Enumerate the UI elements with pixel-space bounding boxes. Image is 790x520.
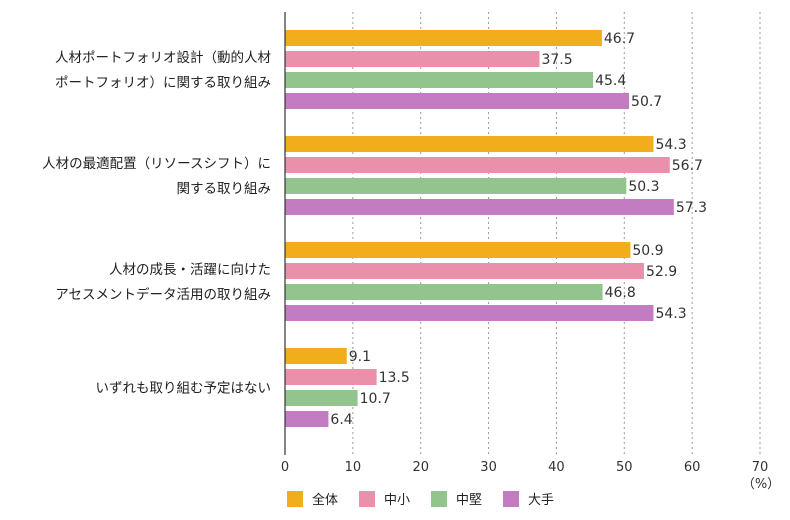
legend-label: 中堅 <box>456 493 482 508</box>
category-label: 関する取り組み <box>177 181 272 197</box>
x-tick-label: 30 <box>480 460 497 475</box>
category-labels: 人材ポートフォリオ設計（動的人材ポートフォリオ）に関する取り組み人材の最適配置（… <box>42 50 271 397</box>
data-label: 56.7 <box>672 158 703 174</box>
data-label: 45.4 <box>595 73 626 89</box>
bar-中小 <box>285 51 540 67</box>
bar-中小 <box>285 263 644 279</box>
x-tick-label: 40 <box>548 460 565 475</box>
data-label: 50.3 <box>628 179 659 195</box>
x-unit-label: （%） <box>742 477 780 492</box>
category-label: 人材の最適配置（リソースシフト）に <box>42 155 271 172</box>
legend: 全体 中小 中堅 大手 <box>287 491 554 508</box>
bar-大手 <box>285 305 654 321</box>
grid-lines <box>352 12 761 455</box>
bar-全体 <box>285 348 347 364</box>
bar-中堅 <box>285 72 594 88</box>
category-label: 人材ポートフォリオ設計（動的人材 <box>55 50 271 66</box>
data-label: 50.9 <box>632 243 663 259</box>
data-label: 52.9 <box>646 264 677 280</box>
category-label: 人材の成長・活躍に向けた <box>109 262 271 278</box>
bar-大手 <box>285 93 630 109</box>
bar-大手 <box>285 411 329 427</box>
bar-中堅 <box>285 284 603 300</box>
bar-全体 <box>285 30 602 46</box>
data-label: 54.3 <box>655 306 686 322</box>
legend-label: 中小 <box>384 493 410 508</box>
legend-label: 全体 <box>312 492 338 508</box>
x-tick-label: 50 <box>616 460 633 475</box>
x-tick-label: 70 <box>752 460 769 475</box>
data-label: 50.7 <box>631 94 662 110</box>
data-label: 13.5 <box>379 370 410 386</box>
bar-中小 <box>285 157 670 173</box>
data-label: 57.3 <box>676 200 707 216</box>
data-label: 46.8 <box>605 285 636 301</box>
x-axis: 0 10 20 30 40 50 60 70 （%） <box>281 12 780 492</box>
bar-大手 <box>285 199 674 215</box>
legend-label: 大手 <box>528 493 554 508</box>
bar-中小 <box>285 369 377 385</box>
x-tick-label: 20 <box>412 460 429 475</box>
data-label: 10.7 <box>360 391 391 407</box>
legend-swatch-全体 <box>287 491 303 507</box>
x-tick-label: 0 <box>281 460 289 475</box>
bars: 46.7 37.5 45.4 50.7 54.3 56.7 50.3 57.3 50.9 52.9… <box>285 30 707 428</box>
category-label: アセスメントデータ活用の取り組み <box>55 286 271 303</box>
bar-全体 <box>285 136 654 152</box>
data-label: 46.7 <box>604 31 635 47</box>
data-label: 54.3 <box>655 137 686 153</box>
legend-swatch-大手 <box>503 491 519 507</box>
data-label: 9.1 <box>349 349 371 365</box>
bar-中堅 <box>285 178 627 194</box>
bar-中堅 <box>285 390 358 406</box>
category-label: ポートフォリオ）に関する取り組み <box>55 75 271 91</box>
x-tick-label: 60 <box>684 460 701 475</box>
bar-全体 <box>285 242 631 258</box>
x-tick-label: 10 <box>345 460 362 475</box>
category-label: いずれも取り組む予定はない <box>96 381 272 397</box>
data-label: 37.5 <box>541 52 572 68</box>
legend-swatch-中堅 <box>431 491 447 507</box>
legend-swatch-中小 <box>359 491 375 507</box>
data-label: 6.4 <box>330 412 352 428</box>
